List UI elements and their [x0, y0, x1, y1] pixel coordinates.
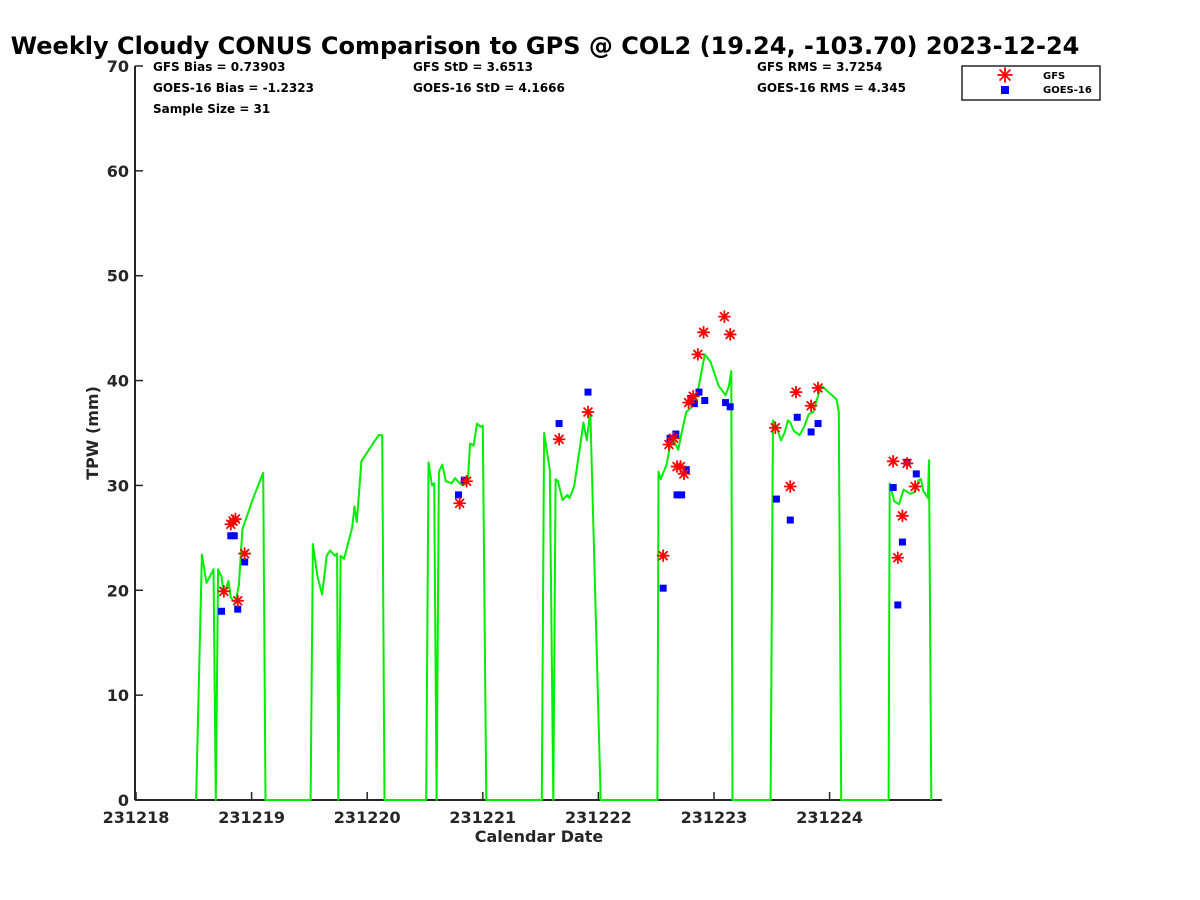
gps-series	[195, 353, 933, 801]
goes16-point	[793, 413, 801, 421]
legend-gfs-marker	[997, 67, 1013, 83]
y-tick-label: 70	[107, 57, 129, 76]
x-tick-label: 231220	[334, 808, 401, 827]
stat-sample-size: Sample Size = 31	[153, 102, 270, 116]
y-tick-label: 20	[107, 581, 129, 600]
goes16-point	[772, 495, 780, 503]
gfs-point	[691, 347, 705, 361]
stats-block: GFS Bias = 0.73903 GOES-16 Bias = -1.232…	[153, 60, 906, 116]
goes16-point	[807, 428, 815, 436]
gfs-point	[697, 325, 710, 339]
goes16-point	[894, 601, 902, 609]
gps-line	[195, 353, 933, 801]
goes16-point	[678, 491, 686, 499]
gfs-point	[896, 509, 909, 523]
goes16-point	[701, 396, 709, 404]
y-tick-label: 50	[107, 267, 129, 286]
gfs-series	[217, 310, 922, 608]
gfs-point	[229, 512, 242, 526]
gfs-point	[891, 551, 905, 565]
legend-gfs-label: GFS	[1043, 71, 1065, 82]
goes16-point	[218, 607, 226, 615]
gfs-point	[900, 457, 914, 470]
gfs-point	[581, 405, 595, 419]
goes16-point	[673, 491, 681, 499]
y-axis-ticks: 0 10 20 30 40 50 60 70	[107, 57, 143, 810]
gfs-point	[723, 328, 737, 341]
goes16-point	[555, 420, 563, 428]
goes16-point	[659, 584, 667, 592]
legend-gfs-asterisk	[997, 67, 1013, 83]
gfs-point	[217, 584, 231, 598]
goes16-point	[230, 532, 238, 540]
y-tick-label: 0	[118, 791, 129, 810]
gfs-point	[453, 496, 467, 510]
legend-box	[961, 65, 1101, 101]
goes16-point	[898, 538, 906, 546]
goes16-point	[241, 558, 249, 566]
goes16-point	[672, 430, 680, 438]
gfs-point	[686, 389, 700, 403]
x-tick-label: 231219	[218, 808, 285, 827]
stat-gfs-std: GFS StD = 3.6513	[413, 60, 533, 74]
gfs-point	[804, 399, 818, 413]
gfs-point	[656, 549, 670, 563]
legend-goes16-marker	[1001, 86, 1009, 94]
gfs-point	[238, 547, 252, 560]
stat-goes-std: GOES-16 StD = 4.1666	[413, 81, 565, 95]
goes16-point	[234, 605, 242, 613]
goes16-point	[889, 484, 897, 492]
goes16-point	[690, 400, 698, 408]
gfs-point	[768, 421, 782, 435]
goes16-point	[682, 466, 690, 474]
gfs-point	[552, 432, 566, 446]
gfs-point	[789, 385, 803, 399]
y-tick-label: 30	[107, 476, 129, 495]
gfs-point	[908, 480, 922, 493]
gfs-point	[231, 594, 245, 608]
goes16-point	[814, 420, 822, 428]
gfs-point	[677, 467, 691, 481]
stat-gfs-bias: GFS Bias = 0.73903	[153, 60, 285, 74]
goes16-point	[786, 516, 794, 524]
x-axis-label: Calendar Date	[475, 827, 604, 846]
goes16-point	[722, 399, 730, 407]
chart-title: Weekly Cloudy CONUS Comparison to GPS @ …	[11, 32, 1080, 60]
y-tick-label: 40	[107, 372, 129, 391]
gfs-point	[811, 381, 825, 395]
x-tick-label: 231224	[796, 808, 863, 827]
stat-goes-bias: GOES-16 Bias = -1.2323	[153, 81, 314, 95]
stat-goes-rms: GOES-16 RMS = 4.345	[757, 81, 906, 95]
goes16-point	[912, 470, 920, 478]
x-tick-label: 231221	[449, 808, 516, 827]
gfs-point	[667, 431, 680, 445]
legend: GFS GOES-16	[961, 65, 1101, 101]
x-tick-label: 231218	[103, 808, 170, 827]
x-tick-label: 231223	[681, 808, 748, 827]
stat-gfs-rms: GFS RMS = 3.7254	[757, 60, 882, 74]
gfs-point	[682, 396, 695, 409]
y-tick-label: 60	[107, 162, 129, 181]
gfs-point	[718, 310, 731, 324]
goes16-point	[584, 388, 592, 396]
gfs-point	[886, 454, 900, 468]
y-tick-label: 10	[107, 686, 129, 705]
goes16-point	[695, 388, 703, 396]
legend-goes16-label: GOES-16	[1043, 85, 1092, 96]
goes16-point	[726, 403, 734, 411]
y-axis-label: TPW (mm)	[83, 386, 102, 480]
x-axis-ticks: 231218 231219 231220 231221 231222 231223 2312…	[103, 792, 863, 827]
x-tick-label: 231222	[565, 808, 632, 827]
gfs-point	[662, 438, 676, 451]
gfs-point	[783, 480, 797, 493]
gfs-point	[460, 474, 474, 488]
goes16-point	[455, 491, 463, 499]
